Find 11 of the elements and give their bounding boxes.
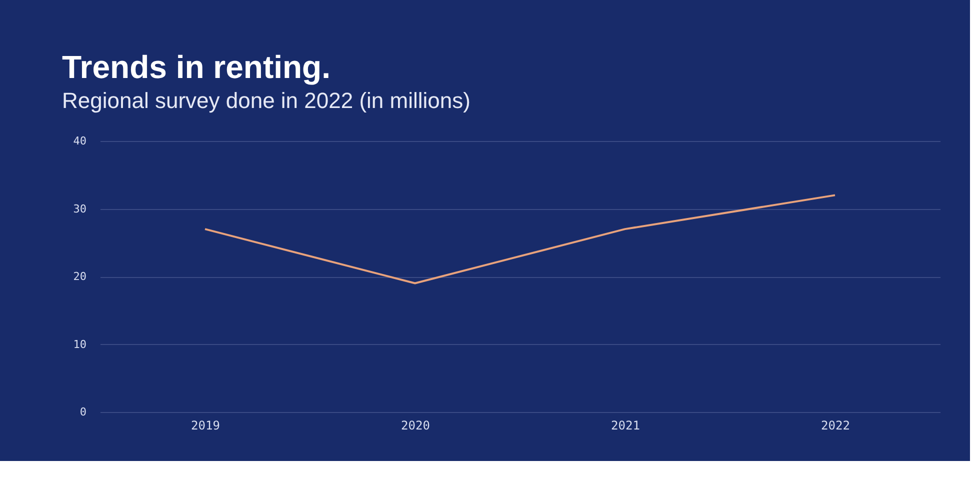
x-tick-label: 2019 <box>191 418 220 432</box>
y-tick-label: 20 <box>73 270 86 283</box>
chart-subtitle: Regional survey done in 2022 (in millions) <box>62 88 470 113</box>
y-tick-label: 0 <box>80 406 86 418</box>
y-tick-label: 10 <box>73 338 86 351</box>
x-tick-label: 2021 <box>611 418 640 432</box>
x-tick-label: 2020 <box>401 418 430 432</box>
y-tick-label: 30 <box>73 202 86 216</box>
y-tick-label: 40 <box>73 134 86 148</box>
x-tick-label: 2022 <box>821 418 850 432</box>
chart-title: Trends in renting. <box>62 49 330 85</box>
